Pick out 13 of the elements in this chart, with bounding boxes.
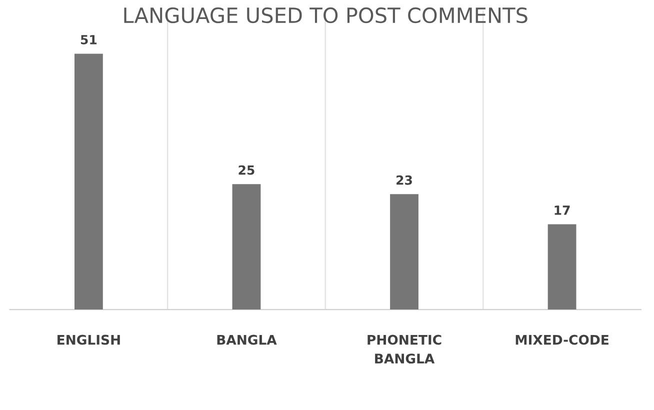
data-label: 25 <box>238 165 254 175</box>
bar <box>390 194 418 310</box>
bar <box>548 224 576 310</box>
bar <box>74 54 103 310</box>
data-label: 51 <box>80 35 97 44</box>
x-tick-label: MIXED-CODE <box>516 334 608 345</box>
bar <box>232 184 261 310</box>
x-tick-label: PHONETIC BANGLA <box>368 334 442 364</box>
data-label: 23 <box>396 175 412 185</box>
data-label: 17 <box>554 206 570 215</box>
chart-title: LANGUAGE USED TO POST COMMENTS <box>124 7 528 24</box>
x-tick-label: ENGLISH <box>58 334 120 345</box>
x-tick-label: BANGLA <box>217 334 277 345</box>
